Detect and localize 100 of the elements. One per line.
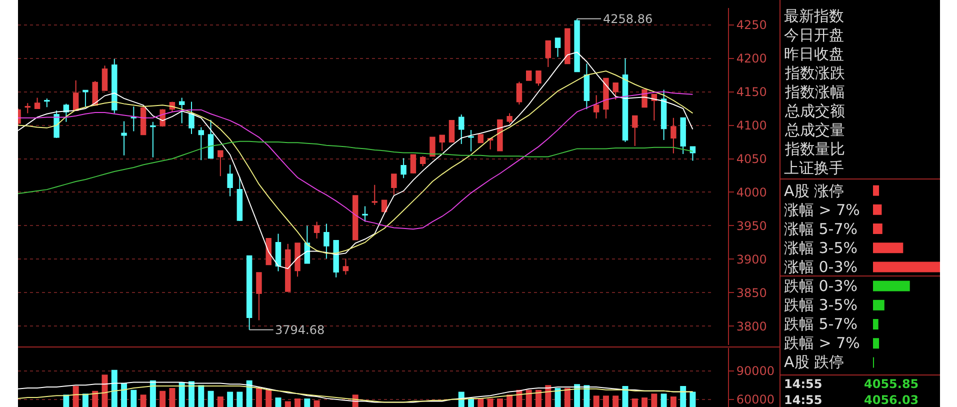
candlestick [516, 81, 522, 105]
candlestick [54, 110, 60, 138]
candlestick [324, 223, 330, 260]
bar [873, 242, 904, 254]
candlestick [121, 120, 127, 156]
annotation: 3794.68 [275, 323, 325, 337]
candlestick [536, 70, 542, 86]
candlestick [439, 134, 445, 152]
y-tick-label: 90000 [736, 364, 775, 378]
candlestick [285, 243, 291, 292]
candlestick [362, 206, 368, 222]
candlestick [420, 156, 426, 167]
y-tick-label: 60000 [736, 392, 775, 407]
y-tick-label: A股 涨停 [784, 182, 844, 200]
candlestick [294, 242, 300, 278]
y-tick-label: 跌幅 3-5% [784, 296, 858, 314]
text: 指数涨跌 [784, 64, 845, 82]
candlestick [690, 146, 696, 162]
text: 今日开盘 [784, 26, 844, 44]
line-series [18, 140, 694, 194]
candlestick [660, 89, 667, 140]
y-tick-label: 4100 [736, 118, 767, 132]
candlestick [574, 18, 580, 72]
candlestick [246, 255, 252, 330]
line-series [18, 52, 694, 270]
y-tick-label: 4250 [736, 18, 767, 32]
line-series [18, 70, 694, 254]
candlestick [342, 258, 349, 276]
candlestick [275, 233, 282, 272]
candlestick [622, 58, 628, 142]
candlestick [82, 90, 88, 107]
candlestick [34, 97, 40, 109]
text: 总成交量 [784, 121, 845, 139]
candlestick [564, 28, 570, 64]
y-tick-label: 3900 [736, 252, 767, 266]
y-tick-label: 4200 [736, 51, 767, 66]
candlestick [651, 94, 658, 122]
candlestick [612, 82, 618, 100]
candlestick [680, 117, 686, 155]
text: 4056.03 [864, 393, 919, 407]
bar [873, 338, 880, 349]
candlestick [584, 63, 590, 110]
y-tick-label: 3800 [736, 319, 767, 334]
annotation: 4258.86 [603, 12, 653, 26]
candlestick [72, 80, 79, 112]
y-tick-label: 4150 [736, 84, 767, 99]
text: 总成交额 [784, 102, 845, 120]
bar [873, 262, 940, 272]
candlestick [497, 119, 503, 152]
text: 昨日收盘 [784, 45, 844, 63]
text: 指数涨幅 [784, 83, 845, 101]
line-series [18, 91, 694, 230]
candlestick [130, 106, 137, 132]
text: 最新指数 [784, 7, 844, 25]
candlestick [304, 225, 310, 264]
candlestick [430, 136, 436, 157]
candlestick [179, 97, 185, 124]
candlestick [102, 65, 108, 91]
bar [873, 300, 884, 310]
candlestick [188, 101, 194, 134]
candlestick [24, 102, 30, 114]
candlestick [391, 174, 397, 196]
bar [873, 185, 880, 196]
candlestick [603, 78, 609, 120]
candlestick [218, 150, 224, 177]
y-tick-label: 涨幅 > 7% [784, 201, 860, 219]
y-tick-label: 跌幅 0-3% [784, 277, 858, 295]
candlestick [506, 112, 512, 124]
candlestick [478, 134, 484, 144]
candlestick [458, 114, 464, 145]
y-tick-label: 涨幅 3-5% [784, 239, 858, 257]
bar [873, 280, 910, 292]
bar [873, 319, 878, 330]
y-tick-label: 涨幅 0-3% [784, 258, 858, 276]
candlestick [140, 106, 146, 136]
candlestick [314, 221, 320, 239]
candlestick [256, 272, 262, 321]
candlestick [448, 120, 455, 142]
candlestick [400, 158, 406, 179]
y-tick-label: A股 跌停 [784, 353, 844, 371]
candlestick [112, 58, 118, 114]
candlestick [632, 115, 638, 147]
candlestick [63, 103, 70, 122]
y-tick-label: 跌幅 > 7% [784, 334, 860, 352]
y-tick-label: 3850 [736, 286, 767, 300]
y-tick-label: 跌幅 5-7% [784, 315, 858, 333]
candlestick [554, 38, 561, 58]
candlestick [198, 126, 204, 161]
candlestick [333, 240, 339, 278]
candlestick [526, 70, 532, 81]
candlestick [44, 98, 50, 108]
candlestick [670, 117, 676, 154]
text: 上证换手 [784, 159, 844, 177]
y-tick-label: 3950 [736, 218, 767, 233]
text: 14:55 [784, 393, 822, 407]
candlestick [236, 176, 243, 222]
candlestick [227, 164, 233, 197]
text: 指数量比 [784, 140, 845, 158]
candlestick [410, 154, 416, 174]
candlestick [208, 119, 214, 159]
